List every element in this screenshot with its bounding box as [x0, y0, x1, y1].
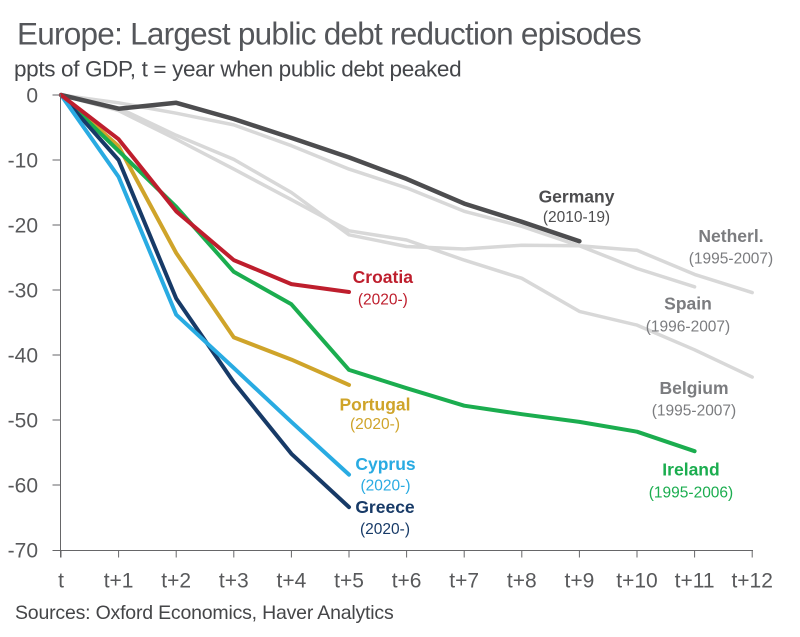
svg-text:-30: -30 — [8, 280, 38, 303]
svg-text:Germany: Germany — [539, 187, 615, 207]
svg-text:Cyprus: Cyprus — [355, 454, 416, 474]
svg-text:t+9: t+9 — [565, 570, 595, 593]
svg-text:-40: -40 — [8, 345, 38, 368]
svg-text:t+8: t+8 — [507, 570, 537, 593]
svg-text:-60: -60 — [8, 475, 38, 498]
svg-text:t+4: t+4 — [277, 570, 307, 593]
svg-text:t+11: t+11 — [675, 570, 715, 593]
svg-text:(1995-2007): (1995-2007) — [652, 403, 736, 420]
svg-text:Netherl.: Netherl. — [698, 226, 763, 246]
svg-text:Ireland: Ireland — [662, 460, 719, 480]
svg-text:t+5: t+5 — [334, 570, 364, 593]
svg-text:t+1: t+1 — [104, 570, 134, 593]
svg-text:(1996-2007): (1996-2007) — [646, 319, 730, 336]
svg-text:(2020-): (2020-) — [360, 521, 410, 538]
svg-text:t+2: t+2 — [161, 570, 191, 593]
svg-text:0: 0 — [26, 85, 38, 108]
svg-text:-20: -20 — [8, 215, 38, 238]
svg-text:t+6: t+6 — [392, 570, 422, 593]
svg-text:-70: -70 — [8, 540, 38, 563]
svg-text:(2010-19): (2010-19) — [543, 209, 610, 226]
svg-text:Portugal: Portugal — [340, 395, 411, 415]
svg-text:(2020-): (2020-) — [358, 292, 408, 309]
svg-text:(1995-2006): (1995-2006) — [649, 485, 733, 502]
svg-text:t: t — [58, 570, 64, 593]
svg-text:Belgium: Belgium — [659, 378, 728, 398]
svg-text:ppts of GDP, t = year when pub: ppts of GDP, t = year when public debt p… — [14, 57, 461, 82]
svg-text:(2020-): (2020-) — [361, 478, 411, 495]
svg-text:-10: -10 — [8, 150, 38, 173]
svg-text:Sources: Oxford Economics, Hav: Sources: Oxford Economics, Haver Analyti… — [15, 602, 394, 624]
svg-text:t+12: t+12 — [731, 570, 772, 593]
svg-text:Greece: Greece — [355, 497, 415, 517]
svg-text:Spain: Spain — [664, 294, 712, 314]
svg-text:(1995-2007): (1995-2007) — [689, 251, 773, 268]
svg-text:Croatia: Croatia — [353, 267, 414, 287]
svg-text:t+3: t+3 — [219, 570, 249, 593]
svg-text:(2020-): (2020-) — [350, 416, 400, 433]
svg-text:Europe: Largest public debt re: Europe: Largest public debt reduction ep… — [17, 16, 641, 52]
svg-text:-50: -50 — [8, 410, 38, 433]
svg-text:t+10: t+10 — [616, 570, 657, 593]
svg-text:t+7: t+7 — [449, 570, 479, 593]
